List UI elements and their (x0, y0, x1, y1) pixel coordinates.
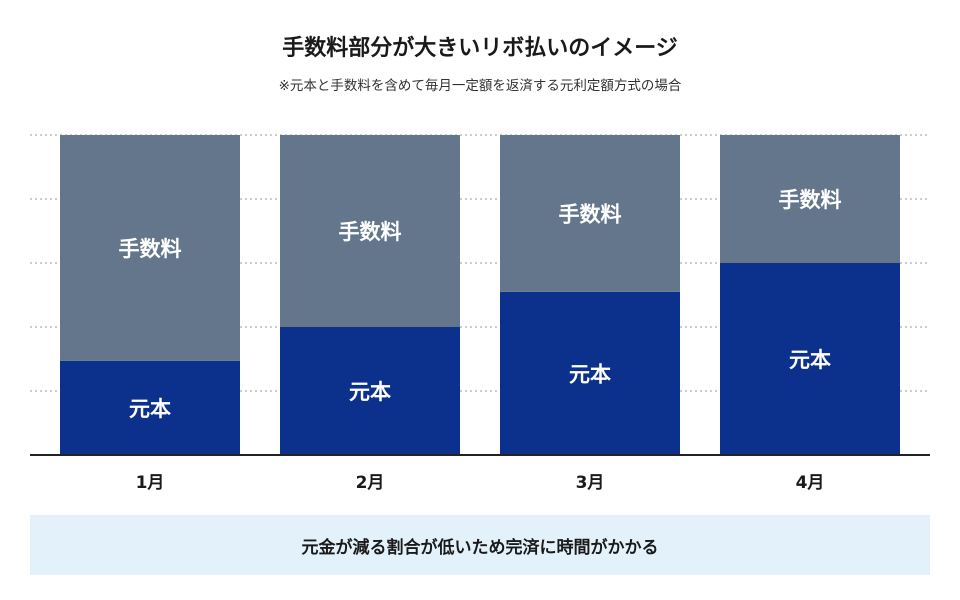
bar-fee (500, 135, 680, 292)
bar-label: 手数料 (339, 220, 402, 244)
bar-principal (280, 327, 460, 455)
bar-label: 手数料 (559, 202, 622, 226)
x-tick-label: 4月 (796, 473, 825, 493)
bar-label: 手数料 (119, 237, 182, 261)
bar-label: 元本 (569, 362, 611, 386)
bar-principal (500, 291, 680, 455)
bar-principal (60, 360, 240, 455)
bar-label: 元本 (789, 348, 831, 372)
x-tick-label: 3月 (576, 473, 605, 493)
x-tick-label: 2月 (356, 473, 385, 493)
bar-label: 元本 (129, 397, 171, 421)
bar-fee (60, 135, 240, 361)
stacked-bar-chart: 元本 手数料 1月 元本 手数料 2月 元本 手数料 3月 元本 手数料 4月 (30, 134, 930, 493)
bar-fee (720, 135, 900, 263)
summary-note: 元金が減る割合が低いため完済に時間がかかる (30, 515, 930, 575)
x-tick-label: 1月 (136, 473, 165, 493)
bar-principal (720, 263, 900, 455)
bar-label: 元本 (349, 380, 391, 404)
bar-label: 手数料 (779, 188, 842, 212)
bar-fee (280, 135, 460, 327)
chart-subtitle: ※元本と手数料を含めて毎月一定額を返済する元利定額方式の場合 (278, 78, 682, 94)
chart-title: 手数料部分が大きいリボ払いのイメージ (282, 36, 678, 61)
